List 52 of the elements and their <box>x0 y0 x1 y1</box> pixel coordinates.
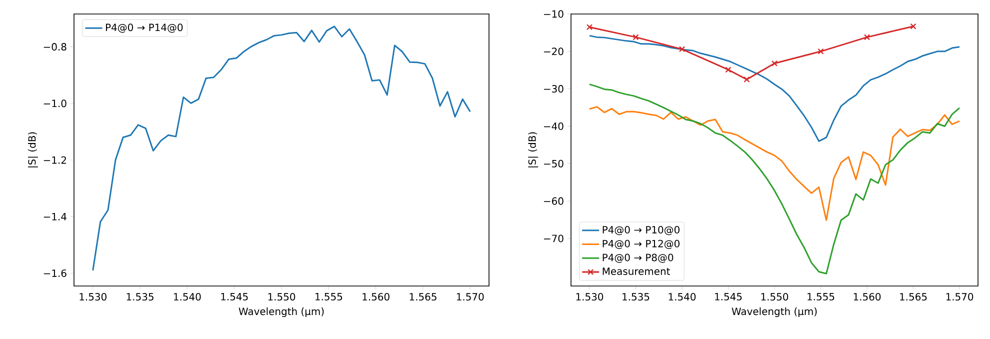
legend-label: Measurement <box>602 268 670 276</box>
x-tick-label: 1.555 <box>808 293 834 300</box>
y-tick-label: −1.4 <box>44 213 66 220</box>
point <box>910 23 916 30</box>
x-tick-label: 1.560 <box>854 293 881 301</box>
y-tick-label: −50 <box>544 160 564 168</box>
x-tick-label: 1.570 <box>456 293 484 301</box>
x-axis-title: Wavelength (µm) <box>238 307 324 318</box>
x-tick-label: 1.540 <box>174 293 201 301</box>
x-tick-label: 1.565 <box>900 293 927 301</box>
point <box>744 76 750 83</box>
legend-label: P4@0 → P8@0 <box>602 254 674 263</box>
x-tick-label: 1.530 <box>80 293 106 301</box>
x-tick-label: 1.545 <box>221 293 248 300</box>
x-tick-label: 1.550 <box>761 293 788 301</box>
y-tick-label: −1.6 <box>44 269 66 278</box>
y-tick-label: −40 <box>544 122 564 130</box>
y-tick-label: −20 <box>544 48 564 56</box>
y-tick-label: −60 <box>544 197 564 205</box>
x-tick-label: 1.570 <box>946 293 974 301</box>
point <box>586 24 593 30</box>
line-series <box>588 34 960 142</box>
x-axis-title: Wavelength (µm) <box>732 307 817 318</box>
x-tick-label: 1.535 <box>622 293 650 301</box>
legend-label: P4@0 → P12@0 <box>602 240 680 249</box>
x-tick-label: 1.555 <box>315 293 342 300</box>
point <box>771 60 778 66</box>
y-tick-label: −10 <box>544 10 564 18</box>
x-tick-label: 1.560 <box>362 293 390 301</box>
point <box>864 34 870 40</box>
y-tick-label: −0.8 <box>44 43 66 51</box>
x-tick-label: 1.530 <box>576 293 604 301</box>
y-tick-label: −70 <box>544 234 564 242</box>
y-axis-title: |S| (dB) <box>28 132 38 168</box>
y-axis-title: |S| (dB) <box>528 132 538 168</box>
x-tick-label: 1.535 <box>126 293 154 301</box>
legend-label: P4@0 → P14@0 <box>106 24 183 33</box>
line-series <box>588 106 960 221</box>
y-tick-label: −30 <box>544 85 564 93</box>
line-series <box>92 26 471 272</box>
x-tick-label: 1.550 <box>268 293 296 301</box>
x-tick-label: 1.540 <box>668 293 696 301</box>
x-tick-label: 1.565 <box>410 293 436 301</box>
line-series <box>588 84 960 274</box>
point <box>632 34 639 40</box>
point <box>818 48 824 54</box>
y-tick-label: −1.2 <box>44 156 66 164</box>
x-tick-label: 1.545 <box>715 293 742 300</box>
legend-label: P4@0 → P10@0 <box>602 226 680 236</box>
point <box>725 66 732 73</box>
y-tick-label: −1.0 <box>44 100 66 108</box>
point <box>678 46 686 52</box>
